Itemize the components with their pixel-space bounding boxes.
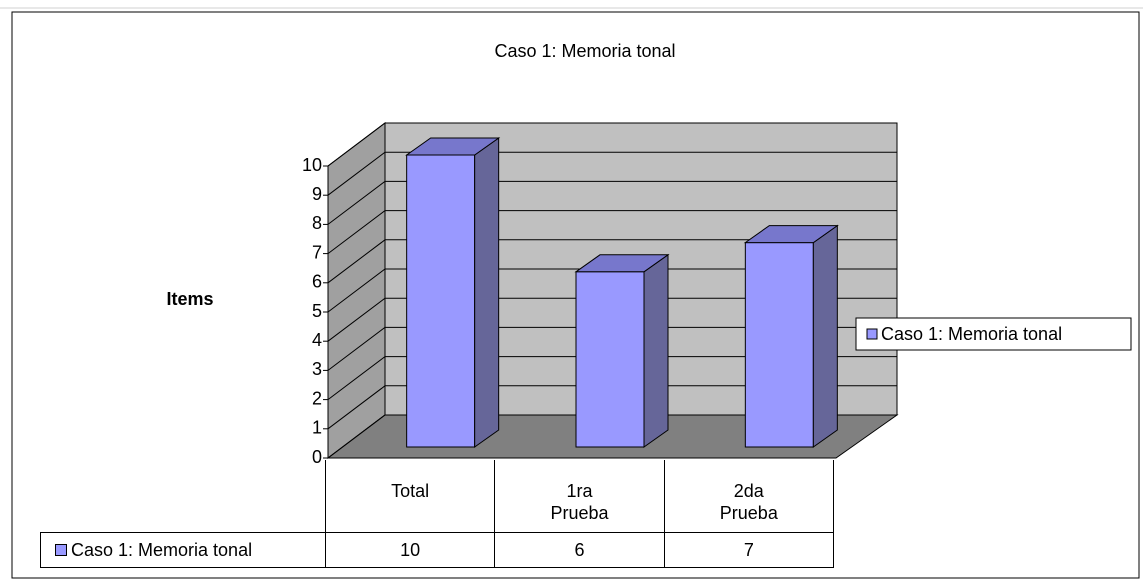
bar-top (743, 225, 839, 244)
bar-side (643, 253, 669, 448)
grid-line (327, 414, 897, 459)
table-value-cell: 6 (494, 532, 665, 568)
bar-front (744, 242, 814, 448)
grid-line (327, 180, 897, 225)
grid-line (327, 151, 897, 196)
bar-front (575, 271, 645, 448)
grid-line (327, 239, 897, 284)
table-value-cell: 7 (663, 532, 834, 568)
legend-box (855, 317, 1132, 351)
y-axis-label: Items (166, 289, 213, 309)
y-tick-label: 8 (312, 213, 322, 233)
legend-text: Caso 1: Memoria tonal (71, 540, 253, 560)
y-tick-label: 1 (312, 418, 322, 438)
grid-line (327, 210, 897, 254)
grid-line (327, 356, 897, 400)
grid-line (327, 326, 897, 371)
grid-line (327, 385, 897, 430)
y-tick-label: 4 (312, 330, 322, 350)
bar-top (574, 254, 670, 273)
y-tick-label: 3 (312, 359, 322, 379)
y-tick-label: 9 (312, 184, 322, 204)
bar-side (474, 137, 500, 448)
grid-line (327, 297, 897, 342)
grid-line (327, 268, 897, 313)
table-value-cell: 10 (325, 532, 496, 568)
bar-front (406, 154, 476, 448)
cell-text: 7 (743, 540, 754, 560)
cell-text: 2da Prueba (719, 481, 778, 523)
y-tick-label: 6 (312, 272, 322, 292)
grid-line (327, 122, 897, 167)
table-header-cell: 1ra Prueba (494, 460, 665, 533)
cell-text: 1ra Prueba (550, 481, 609, 523)
legend-key (55, 544, 67, 556)
legend-swatch (866, 328, 878, 340)
legend-label: Caso 1: Memoria tonal (881, 324, 1062, 344)
y-tick-label: 10 (302, 155, 322, 175)
bar (743, 224, 839, 448)
cell-text: 6 (574, 540, 585, 560)
table-legend-cell: Caso 1: Memoria tonal (40, 532, 326, 568)
y-tick-label: 0 (312, 447, 322, 467)
y-tick-label: 5 (312, 301, 322, 321)
bar (574, 253, 670, 448)
bar-side (812, 224, 838, 448)
chart-title: Caso 1: Memoria tonal (494, 41, 675, 61)
y-tick-label: 2 (312, 388, 322, 408)
cell-text: Total (391, 481, 430, 501)
table-header-cell: Total (325, 460, 496, 533)
bar (405, 137, 501, 448)
cell-text: 10 (400, 540, 421, 560)
bar-top (405, 137, 501, 156)
table-header-cell: 2da Prueba (663, 460, 834, 533)
y-tick-label: 7 (312, 242, 322, 262)
